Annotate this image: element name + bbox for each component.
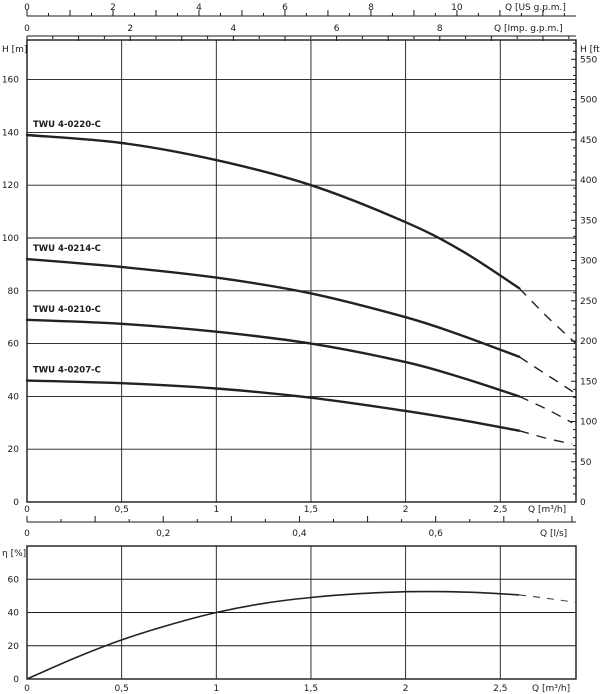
head-curve-twu-4-0207-c [25,379,521,432]
head-y-axis-label: H [m] [2,45,27,55]
efficiency-x-axis-label: Q [m³/h] [532,684,570,694]
head-y-tick-label: 100 [2,234,19,244]
curve-label-twu-4-0214-c: TWU 4-0214-C [33,244,101,254]
head-y-right-tick-label: 350 [580,216,597,226]
head-x-tick-label: 1 [213,505,219,515]
head-y-right-tick-label: 100 [580,418,597,428]
head-curve-extension-twu-4-0214-c [518,356,577,395]
eff-x-tick-label: 1 [213,684,219,694]
head-chart-frame [26,39,577,503]
efficiency-chart: η [%] Q [m³/h] 0 20 40 60 0 0,5 1 1,5 2 2,5 [2,545,577,694]
ls-axis-label: Q [l/s] [540,529,567,539]
head-y-right-tick-label: 550 [580,55,597,65]
eff-x-tick-label: 2,5 [493,684,507,694]
head-x-tick-label: 0 [24,505,30,515]
head-x-tick-label: 2 [403,505,409,515]
head-x-tick-label: 2,5 [493,505,507,515]
us-axis-label: Q [US g.p.m.] [505,3,566,13]
eff-x-tick-label: 1,5 [304,684,318,694]
head-y-right-tick-label: 0 [580,498,586,508]
imp-tick-label: 0 [24,24,30,34]
ls-tick-label: 0,6 [429,529,444,539]
head-y-right-tick-label: 500 [580,96,597,106]
head-y-right-tick-label: 50 [580,458,592,468]
us-tick-label: 6 [282,3,288,13]
efficiency-chart-frame [26,545,577,680]
head-y-tick-label: 60 [8,340,20,350]
eff-x-tick-label: 0,5 [114,684,128,694]
top-us-axis: 0 2 4 6 8 10 Q [US g.p.m.] [24,3,576,17]
efficiency-curve [26,590,520,680]
head-x-tick-label: 0,5 [114,505,128,515]
us-tick-label: 8 [368,3,374,13]
head-curve-twu-4-0210-c [25,318,521,398]
bottom-ls-axis: 0 0,2 0,4 0,6 Q [l/s] [24,516,576,539]
curve-label-twu-4-0210-c: TWU 4-0210-C [33,305,101,315]
imp-tick-label: 2 [127,24,133,34]
head-y-right-tick-label: 250 [580,297,597,307]
us-tick-label: 0 [24,3,30,13]
top-imp-axis: 0 2 4 6 8 Q [Imp. g.p.m.] [24,24,576,41]
head-y-tick-label: 120 [2,181,19,191]
head-curve-extension-twu-4-0207-c [519,430,573,445]
head-x-tick-label: 1,5 [304,505,318,515]
imp-tick-label: 4 [231,24,237,34]
head-y-axis-right-label: H [ft] [580,45,600,55]
us-tick-label: 10 [451,3,463,13]
imp-tick-label: 6 [334,24,340,34]
us-tick-label: 4 [196,3,202,13]
eff-x-tick-label: 0 [24,684,30,694]
eff-x-tick-label: 2 [403,684,409,694]
ls-tick-label: 0,4 [292,529,307,539]
curve-label-twu-4-0220-c: TWU 4-0220-C [33,120,101,130]
eff-y-tick-label: 0 [13,675,19,685]
head-y-tick-label: 0 [13,498,19,508]
head-y-right-tick-label: 400 [580,176,597,186]
head-y-tick-label: 160 [2,76,19,86]
efficiency-y-axis-label: η [%] [2,549,26,559]
head-y-tick-label: 80 [8,287,20,297]
head-curve-extension-twu-4-0220-c [518,287,577,345]
head-y-tick-label: 20 [8,445,20,455]
efficiency-curve-extension [519,594,577,604]
eff-y-tick-label: 40 [8,609,20,619]
head-y-tick-label: 40 [8,392,20,402]
head-curve-twu-4-0214-c [25,257,521,358]
head-y-right-tick-label: 450 [580,136,597,146]
eff-y-tick-label: 60 [8,575,20,585]
ls-tick-label: 0,2 [156,529,170,539]
head-y-right-tick-label: 150 [580,377,597,387]
head-curve-twu-4-0220-c [25,133,521,290]
imp-tick-label: 8 [437,24,443,34]
ls-tick-label: 0 [24,529,30,539]
curve-label-twu-4-0207-c: TWU 4-0207-C [33,366,101,376]
head-y-tick-label: 140 [2,128,19,138]
head-chart: H [m] H [ft] Q [m³/h] 020406080100120140… [2,39,600,515]
head-y-right-tick-label: 200 [580,337,597,347]
eff-y-tick-label: 20 [8,642,20,652]
head-curve-extension-twu-4-0210-c [518,395,573,424]
imp-axis-label: Q [Imp. g.p.m.] [494,24,563,34]
head-x-axis-label: Q [m³/h] [528,505,566,515]
us-tick-label: 2 [110,3,116,13]
head-y-right-tick-label: 300 [580,257,597,267]
